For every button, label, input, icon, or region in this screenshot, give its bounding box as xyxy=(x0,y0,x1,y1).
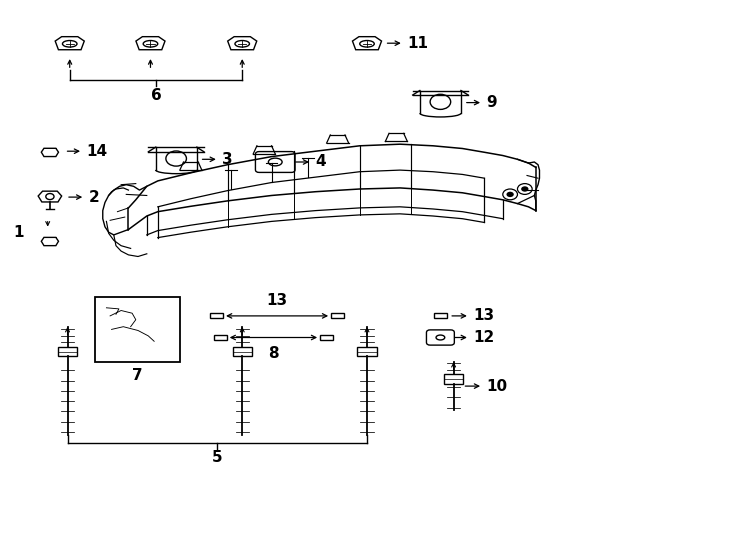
Circle shape xyxy=(506,192,514,197)
Bar xyxy=(214,335,227,340)
FancyBboxPatch shape xyxy=(255,152,295,172)
Bar xyxy=(210,313,223,319)
Bar xyxy=(233,347,252,356)
FancyBboxPatch shape xyxy=(426,330,454,345)
Text: 10: 10 xyxy=(487,379,508,394)
Bar xyxy=(331,313,344,319)
Bar xyxy=(434,313,447,319)
Bar xyxy=(320,335,333,340)
Polygon shape xyxy=(41,238,59,246)
Text: 8: 8 xyxy=(268,346,279,361)
Text: 12: 12 xyxy=(473,330,495,345)
Text: 11: 11 xyxy=(407,36,429,51)
Bar xyxy=(444,374,463,383)
Text: 2: 2 xyxy=(89,190,100,205)
Text: 9: 9 xyxy=(487,95,497,110)
Bar xyxy=(357,347,377,356)
Polygon shape xyxy=(38,191,62,202)
Text: 1: 1 xyxy=(13,225,23,240)
Circle shape xyxy=(503,189,517,200)
Text: 13: 13 xyxy=(266,293,288,308)
Text: 4: 4 xyxy=(316,154,326,170)
Text: 5: 5 xyxy=(212,450,222,465)
Polygon shape xyxy=(41,148,59,157)
Text: 3: 3 xyxy=(222,152,233,167)
Text: 14: 14 xyxy=(87,144,108,159)
Text: 6: 6 xyxy=(150,88,161,103)
Bar xyxy=(58,347,77,356)
Text: 7: 7 xyxy=(132,368,143,383)
Circle shape xyxy=(517,184,532,194)
Circle shape xyxy=(521,186,528,192)
Bar xyxy=(95,297,180,362)
Text: 13: 13 xyxy=(473,308,495,323)
